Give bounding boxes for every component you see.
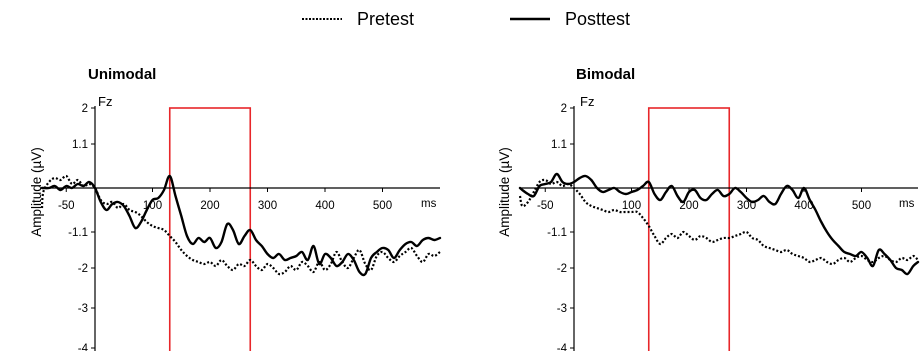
x-axis-unit: ms bbox=[421, 198, 437, 210]
y-tick-label: -2 bbox=[78, 263, 88, 275]
panel-unimodal: Unimodal Amplitude (µV) Fz ms 2 1.1 -1.1 -2… bbox=[29, 66, 442, 351]
y-tick-label: -3 bbox=[557, 303, 567, 315]
legend: Pretest Posttest bbox=[302, 9, 630, 29]
y-tick-label: 1.1 bbox=[72, 139, 88, 151]
series-pretest-line bbox=[518, 178, 919, 266]
x-axis-unit: ms bbox=[899, 198, 915, 210]
x-tick-label: -50 bbox=[58, 200, 75, 212]
highlight-window bbox=[647, 107, 731, 351]
x-tick-label: 100 bbox=[622, 200, 641, 212]
legend-posttest-label: Posttest bbox=[565, 9, 630, 29]
highlight-window bbox=[168, 107, 252, 351]
x-tick-label: 400 bbox=[794, 200, 813, 212]
panel-title: Unimodal bbox=[88, 66, 156, 83]
y-axis-label: Amplitude (µV) bbox=[29, 147, 44, 237]
x-tick-label: 400 bbox=[315, 200, 334, 212]
series-posttest-line bbox=[40, 174, 442, 277]
x-tick-label: 200 bbox=[200, 200, 219, 212]
panel-title: Bimodal bbox=[576, 66, 635, 83]
x-tick-label: 500 bbox=[373, 200, 392, 212]
x-tick-label: 300 bbox=[737, 200, 756, 212]
x-tick-label: 500 bbox=[852, 200, 871, 212]
channel-label: Fz bbox=[98, 94, 112, 109]
legend-pretest-label: Pretest bbox=[357, 9, 414, 29]
y-tick-label: -1.1 bbox=[68, 227, 88, 239]
y-tick-label: 2 bbox=[82, 103, 88, 115]
y-tick-label: -4 bbox=[78, 343, 89, 351]
series-posttest-line bbox=[518, 172, 920, 276]
y-tick-label: 1.1 bbox=[551, 139, 567, 151]
x-tick-label: 300 bbox=[258, 200, 277, 212]
panel-bimodal: Bimodal Amplitude (µV) Fz ms 2 1.1 -1.1 -2 -… bbox=[497, 66, 920, 351]
series-pretest-line bbox=[40, 174, 441, 276]
y-tick-label: -4 bbox=[557, 343, 568, 351]
y-tick-label: 2 bbox=[561, 103, 567, 115]
x-tick-label: -50 bbox=[537, 200, 554, 212]
y-axis-label: Amplitude (µV) bbox=[497, 147, 512, 237]
y-tick-label: -3 bbox=[78, 303, 88, 315]
y-tick-label: -2 bbox=[557, 263, 567, 275]
y-tick-label: -1.1 bbox=[547, 227, 567, 239]
channel-label: Fz bbox=[580, 94, 594, 109]
x-tick-label: 200 bbox=[679, 200, 698, 212]
